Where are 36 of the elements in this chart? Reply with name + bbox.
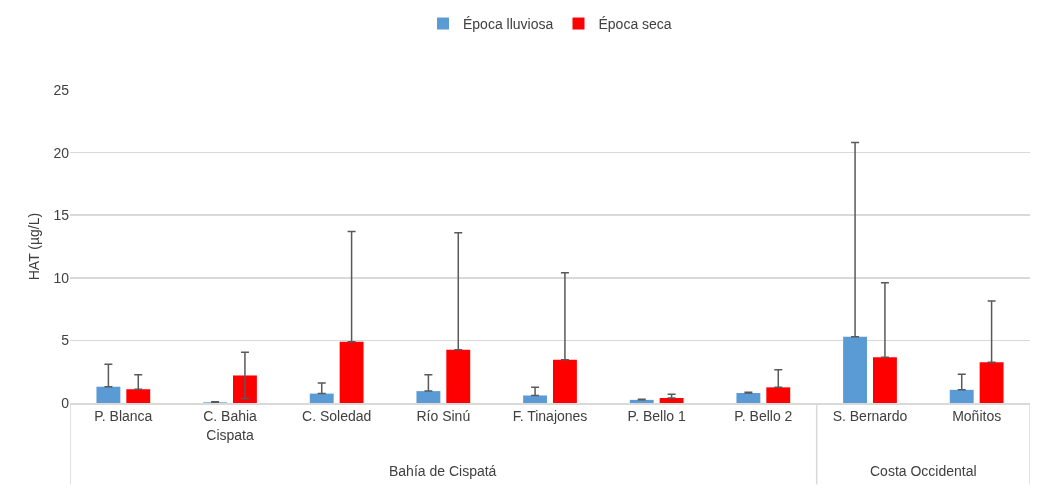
x-tick-label: C. Soledad bbox=[302, 408, 372, 425]
bar bbox=[843, 336, 868, 403]
y-tick-label: 20 bbox=[53, 144, 70, 161]
x-tick-label: Río Sinú bbox=[416, 408, 471, 425]
bar bbox=[979, 362, 1004, 403]
y-axis-title: HAT (µg/L) bbox=[26, 212, 43, 281]
bar bbox=[446, 349, 471, 403]
bar bbox=[96, 386, 121, 403]
bar bbox=[523, 395, 548, 403]
legend-label: Época lluviosa bbox=[463, 15, 554, 32]
y-tick-label: 0 bbox=[61, 394, 70, 411]
x-tick-label: S. Bernardo bbox=[832, 408, 908, 425]
y-tick-label: 25 bbox=[53, 81, 70, 98]
y-tick-label: 15 bbox=[53, 207, 70, 224]
x-tick-label: C. Bahia Cispata bbox=[203, 408, 258, 443]
bar bbox=[416, 391, 441, 403]
text: Bahía de Cispatá bbox=[389, 463, 497, 479]
bar bbox=[736, 392, 761, 403]
bar bbox=[309, 393, 334, 403]
bar bbox=[766, 387, 791, 403]
bar bbox=[126, 389, 151, 403]
x-tick-label: F. Tinajones bbox=[512, 408, 588, 425]
bar bbox=[659, 397, 684, 403]
text: Costa Occidental bbox=[870, 463, 977, 479]
x-tick-label: P. Bello 2 bbox=[734, 408, 793, 425]
bar bbox=[872, 357, 897, 403]
x-tick-label: P. Blanca bbox=[94, 408, 153, 425]
y-tick-label: 10 bbox=[53, 269, 70, 286]
bar bbox=[339, 341, 364, 403]
x-tick-label: P. Bello 1 bbox=[627, 408, 686, 425]
x-tick-label: Moñitos bbox=[952, 408, 1002, 425]
bar bbox=[232, 375, 257, 403]
bar bbox=[552, 359, 577, 403]
legend-label: Época seca bbox=[598, 15, 672, 32]
y-tick-label: 5 bbox=[61, 332, 70, 349]
bar bbox=[949, 389, 974, 403]
